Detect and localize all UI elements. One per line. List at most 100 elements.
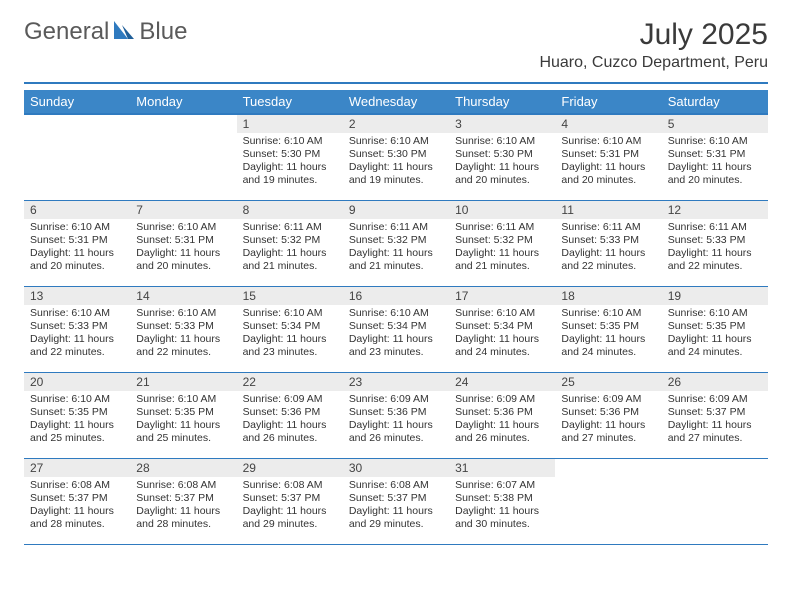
- day-details: Sunrise: 6:10 AMSunset: 5:30 PMDaylight:…: [449, 133, 555, 192]
- day-details: Sunrise: 6:10 AMSunset: 5:31 PMDaylight:…: [555, 133, 661, 192]
- day-number: 12: [662, 201, 768, 219]
- day-cell: 8Sunrise: 6:11 AMSunset: 5:32 PMDaylight…: [237, 200, 343, 286]
- title-block: July 2025 Huaro, Cuzco Department, Peru: [539, 18, 768, 72]
- day-details: Sunrise: 6:11 AMSunset: 5:32 PMDaylight:…: [237, 219, 343, 278]
- day-details: Sunrise: 6:08 AMSunset: 5:37 PMDaylight:…: [237, 477, 343, 536]
- day-cell: 5Sunrise: 6:10 AMSunset: 5:31 PMDaylight…: [662, 114, 768, 200]
- month-title: July 2025: [539, 18, 768, 52]
- day-number: 5: [662, 115, 768, 133]
- logo-text-general: General: [24, 18, 109, 46]
- day-number: 20: [24, 373, 130, 391]
- calendar-head: SundayMondayTuesdayWednesdayThursdayFrid…: [24, 90, 768, 114]
- day-cell: 19Sunrise: 6:10 AMSunset: 5:35 PMDayligh…: [662, 286, 768, 372]
- sail-icon: [112, 19, 136, 46]
- day-details: Sunrise: 6:10 AMSunset: 5:31 PMDaylight:…: [24, 219, 130, 278]
- day-number: 11: [555, 201, 661, 219]
- day-cell: 12Sunrise: 6:11 AMSunset: 5:33 PMDayligh…: [662, 200, 768, 286]
- day-cell: .: [555, 458, 661, 544]
- day-cell: 29Sunrise: 6:08 AMSunset: 5:37 PMDayligh…: [237, 458, 343, 544]
- day-number: 2: [343, 115, 449, 133]
- week-row: 13Sunrise: 6:10 AMSunset: 5:33 PMDayligh…: [24, 286, 768, 372]
- logo: General Blue: [24, 18, 187, 46]
- day-cell: 28Sunrise: 6:08 AMSunset: 5:37 PMDayligh…: [130, 458, 236, 544]
- day-details: Sunrise: 6:10 AMSunset: 5:30 PMDaylight:…: [343, 133, 449, 192]
- day-number: 22: [237, 373, 343, 391]
- day-details: Sunrise: 6:11 AMSunset: 5:32 PMDaylight:…: [343, 219, 449, 278]
- day-number: 18: [555, 287, 661, 305]
- day-cell: 13Sunrise: 6:10 AMSunset: 5:33 PMDayligh…: [24, 286, 130, 372]
- day-details: Sunrise: 6:11 AMSunset: 5:33 PMDaylight:…: [555, 219, 661, 278]
- day-number: 19: [662, 287, 768, 305]
- day-cell: 6Sunrise: 6:10 AMSunset: 5:31 PMDaylight…: [24, 200, 130, 286]
- day-cell: 4Sunrise: 6:10 AMSunset: 5:31 PMDaylight…: [555, 114, 661, 200]
- day-details: Sunrise: 6:09 AMSunset: 5:36 PMDaylight:…: [449, 391, 555, 450]
- day-number: 31: [449, 459, 555, 477]
- day-details: Sunrise: 6:10 AMSunset: 5:34 PMDaylight:…: [237, 305, 343, 364]
- calendar-body: . . 1Sunrise: 6:10 AMSunset: 5:30 PMDayl…: [24, 114, 768, 544]
- day-number: 30: [343, 459, 449, 477]
- day-cell: 24Sunrise: 6:09 AMSunset: 5:36 PMDayligh…: [449, 372, 555, 458]
- day-cell: 22Sunrise: 6:09 AMSunset: 5:36 PMDayligh…: [237, 372, 343, 458]
- day-details: Sunrise: 6:11 AMSunset: 5:33 PMDaylight:…: [662, 219, 768, 278]
- day-cell: .: [130, 114, 236, 200]
- day-details: Sunrise: 6:10 AMSunset: 5:30 PMDaylight:…: [237, 133, 343, 192]
- day-number: 9: [343, 201, 449, 219]
- weekday-header: Saturday: [662, 90, 768, 114]
- logo-text-blue: Blue: [139, 18, 187, 46]
- day-number: 7: [130, 201, 236, 219]
- day-number: 24: [449, 373, 555, 391]
- day-cell: 2Sunrise: 6:10 AMSunset: 5:30 PMDaylight…: [343, 114, 449, 200]
- day-number: 14: [130, 287, 236, 305]
- day-details: Sunrise: 6:10 AMSunset: 5:33 PMDaylight:…: [24, 305, 130, 364]
- day-number: 17: [449, 287, 555, 305]
- calendar-table: SundayMondayTuesdayWednesdayThursdayFrid…: [24, 90, 768, 545]
- day-number: 21: [130, 373, 236, 391]
- day-number: 3: [449, 115, 555, 133]
- location: Huaro, Cuzco Department, Peru: [539, 54, 768, 72]
- day-cell: 31Sunrise: 6:07 AMSunset: 5:38 PMDayligh…: [449, 458, 555, 544]
- day-details: Sunrise: 6:08 AMSunset: 5:37 PMDaylight:…: [343, 477, 449, 536]
- day-number: 16: [343, 287, 449, 305]
- day-details: Sunrise: 6:10 AMSunset: 5:35 PMDaylight:…: [662, 305, 768, 364]
- day-cell: 11Sunrise: 6:11 AMSunset: 5:33 PMDayligh…: [555, 200, 661, 286]
- day-cell: 15Sunrise: 6:10 AMSunset: 5:34 PMDayligh…: [237, 286, 343, 372]
- day-number: 10: [449, 201, 555, 219]
- day-details: Sunrise: 6:08 AMSunset: 5:37 PMDaylight:…: [130, 477, 236, 536]
- day-cell: 26Sunrise: 6:09 AMSunset: 5:37 PMDayligh…: [662, 372, 768, 458]
- day-details: Sunrise: 6:10 AMSunset: 5:34 PMDaylight:…: [343, 305, 449, 364]
- day-details: Sunrise: 6:07 AMSunset: 5:38 PMDaylight:…: [449, 477, 555, 536]
- day-cell: .: [24, 114, 130, 200]
- day-cell: 7Sunrise: 6:10 AMSunset: 5:31 PMDaylight…: [130, 200, 236, 286]
- header: General Blue July 2025 Huaro, Cuzco Depa…: [0, 0, 792, 78]
- week-row: . . 1Sunrise: 6:10 AMSunset: 5:30 PMDayl…: [24, 114, 768, 200]
- weekday-header: Wednesday: [343, 90, 449, 114]
- day-cell: 14Sunrise: 6:10 AMSunset: 5:33 PMDayligh…: [130, 286, 236, 372]
- day-cell: .: [662, 458, 768, 544]
- day-details: Sunrise: 6:10 AMSunset: 5:34 PMDaylight:…: [449, 305, 555, 364]
- day-details: Sunrise: 6:10 AMSunset: 5:35 PMDaylight:…: [130, 391, 236, 450]
- day-number: 25: [555, 373, 661, 391]
- day-number: 26: [662, 373, 768, 391]
- day-details: Sunrise: 6:09 AMSunset: 5:36 PMDaylight:…: [237, 391, 343, 450]
- weekday-header: Thursday: [449, 90, 555, 114]
- weekday-header: Monday: [130, 90, 236, 114]
- day-number: 28: [130, 459, 236, 477]
- day-details: Sunrise: 6:09 AMSunset: 5:37 PMDaylight:…: [662, 391, 768, 450]
- day-cell: 27Sunrise: 6:08 AMSunset: 5:37 PMDayligh…: [24, 458, 130, 544]
- weekday-header: Friday: [555, 90, 661, 114]
- weekday-header: Sunday: [24, 90, 130, 114]
- day-number: 4: [555, 115, 661, 133]
- day-number: 29: [237, 459, 343, 477]
- day-cell: 20Sunrise: 6:10 AMSunset: 5:35 PMDayligh…: [24, 372, 130, 458]
- title-underline: [24, 82, 768, 84]
- day-details: Sunrise: 6:10 AMSunset: 5:33 PMDaylight:…: [130, 305, 236, 364]
- day-cell: 3Sunrise: 6:10 AMSunset: 5:30 PMDaylight…: [449, 114, 555, 200]
- day-details: Sunrise: 6:10 AMSunset: 5:35 PMDaylight:…: [24, 391, 130, 450]
- day-cell: 10Sunrise: 6:11 AMSunset: 5:32 PMDayligh…: [449, 200, 555, 286]
- day-details: Sunrise: 6:08 AMSunset: 5:37 PMDaylight:…: [24, 477, 130, 536]
- day-cell: 21Sunrise: 6:10 AMSunset: 5:35 PMDayligh…: [130, 372, 236, 458]
- week-row: 27Sunrise: 6:08 AMSunset: 5:37 PMDayligh…: [24, 458, 768, 544]
- day-number: 6: [24, 201, 130, 219]
- day-cell: 16Sunrise: 6:10 AMSunset: 5:34 PMDayligh…: [343, 286, 449, 372]
- day-cell: 17Sunrise: 6:10 AMSunset: 5:34 PMDayligh…: [449, 286, 555, 372]
